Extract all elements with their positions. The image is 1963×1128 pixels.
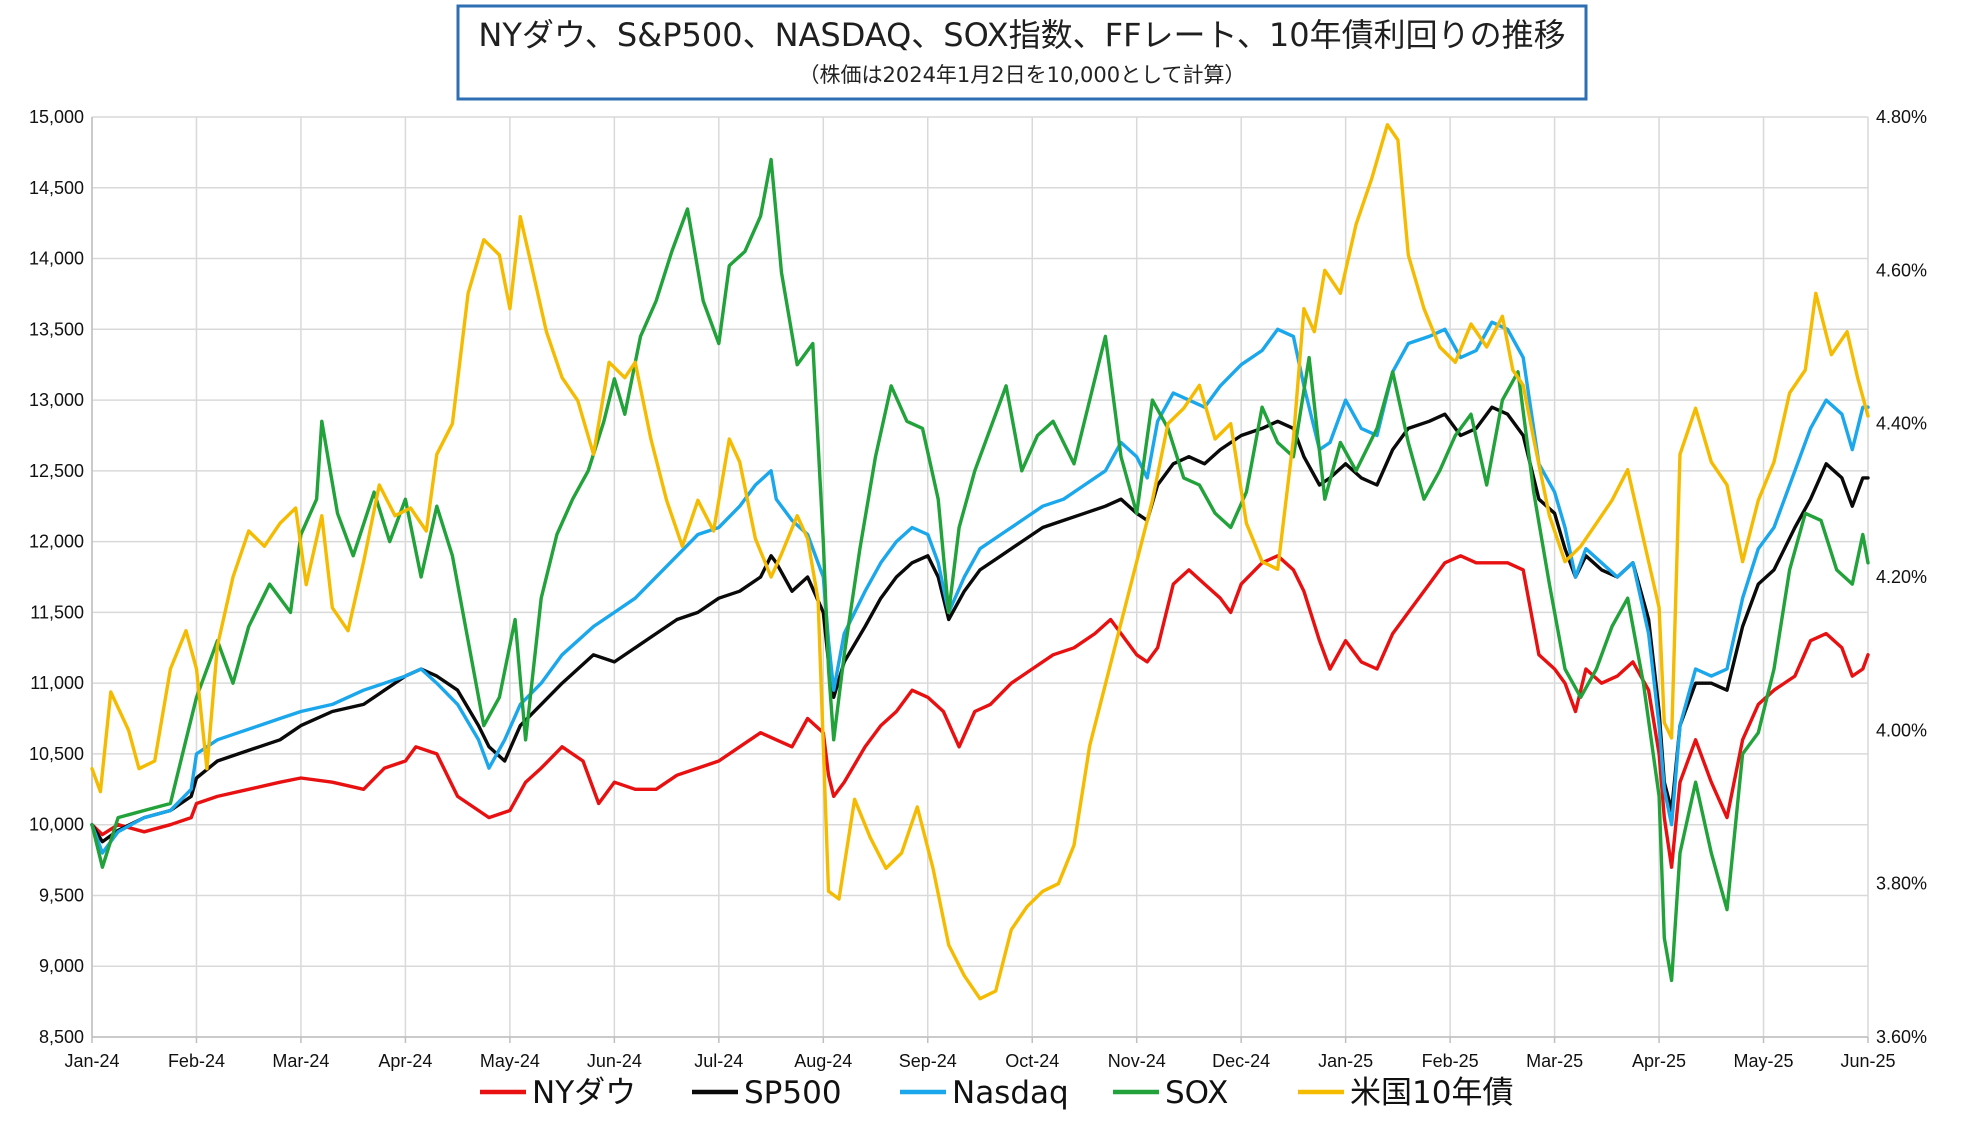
left-tick-label: 12,500 [29,461,84,481]
x-tick-label: May-24 [480,1051,540,1071]
series-line [90,157,1870,983]
chart-subtitle: （株価は2024年1月2日を10,000として計算） [798,63,1245,87]
x-tick-label: Jan-25 [1318,1051,1373,1071]
x-tick-label: Mar-24 [272,1051,329,1071]
left-tick-label: 11,500 [30,602,84,622]
right-tick-label: 3.80% [1876,874,1927,894]
legend-label: SOX [1165,1075,1228,1111]
legend-label: Nasdaq [952,1075,1069,1111]
right-axis-tick-labels: 3.60% 3.80% 4.00% 4.20% 4.40% 4.60% 4.80% [1876,107,1927,1047]
x-tick-label: Oct-24 [1005,1051,1059,1071]
left-tick-label: 10,500 [29,744,84,764]
right-tick-label: 4.60% [1876,260,1927,280]
chart-title: NYダウ、S&P500、NASDAQ、SOX指数、FFレート、10年債利回りの推… [478,16,1565,54]
left-tick-label: 10,000 [29,815,84,835]
x-tick-label: Jun-25 [1840,1051,1895,1071]
right-tick-label: 4.40% [1876,414,1927,434]
legend-label: NYダウ [532,1075,636,1111]
x-tick-label: Apr-25 [1632,1051,1686,1071]
x-tick-label: Jun-24 [587,1051,642,1071]
right-tick-label: 4.20% [1876,567,1927,587]
x-tick-label: Jan-24 [64,1051,119,1071]
left-tick-label: 9,000 [39,956,84,976]
left-tick-label: 13,500 [29,319,84,339]
axes [91,117,1869,1043]
x-tick-label: May-25 [1734,1051,1794,1071]
x-tick-label: Feb-24 [168,1051,225,1071]
x-tick-label: Apr-24 [378,1051,432,1071]
x-tick-label: Mar-25 [1526,1051,1583,1071]
right-tick-label: 4.00% [1876,720,1927,740]
left-tick-label: 13,000 [29,390,84,410]
title-box [456,4,1588,101]
x-tick-label: Dec-24 [1212,1051,1270,1071]
left-tick-label: 14,000 [29,249,84,269]
left-tick-label: 9,500 [39,885,84,905]
x-tick-label: Feb-25 [1422,1051,1479,1071]
left-tick-label: 8,500 [39,1027,84,1047]
x-tick-label: Aug-24 [794,1051,852,1071]
left-axis-tick-labels: 8,500 9,000 9,500 10,000 10,500 11,000 11,500 1… [29,107,84,1047]
right-tick-label: 4.80% [1876,107,1927,127]
x-tick-label: Jul-24 [694,1051,743,1071]
series-lines [90,123,1870,1001]
right-tick-label: 3.60% [1876,1027,1927,1047]
series-line [90,405,1870,844]
left-tick-label: 11,000 [30,673,84,693]
series-line [90,320,1870,855]
x-tick-label: Sep-24 [899,1051,957,1071]
series-line [90,554,1870,869]
legend-label: SP500 [744,1075,842,1111]
legend: NYダウ SP500 Nasdaq SOX 米国10年債 [480,1075,1513,1111]
x-tick-label: Nov-24 [1108,1051,1166,1071]
left-tick-label: 14,500 [29,178,84,198]
title-group: NYダウ、S&P500、NASDAQ、SOX指数、FFレート、10年債利回りの推… [456,4,1588,101]
left-tick-label: 12,000 [29,532,84,552]
x-axis-tick-labels: Jan-24 Feb-24 Mar-24 Apr-24 May-24 Jun-24 Jul-… [64,1051,1895,1071]
left-tick-label: 15,000 [29,107,84,127]
legend-label: 米国10年債 [1350,1075,1513,1111]
series-line [90,123,1870,1001]
